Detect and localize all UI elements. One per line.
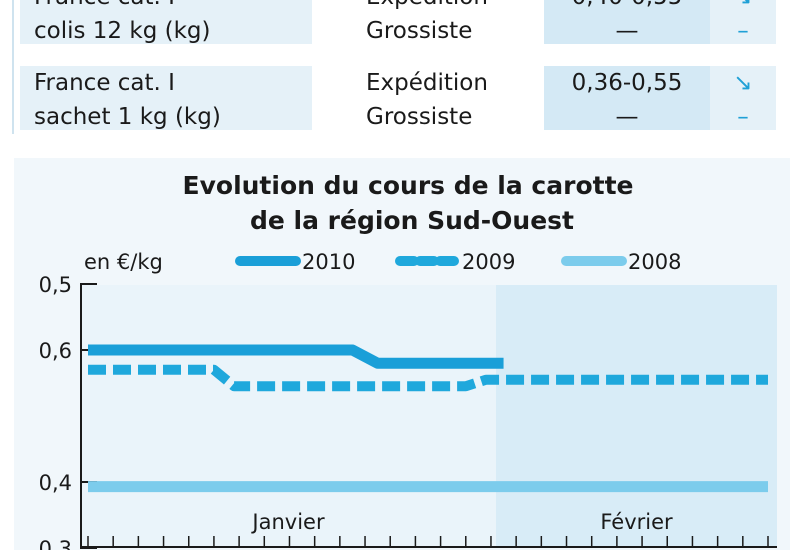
table-row: France cat. I colis 12 kg (kg) Expédition G… (20, 0, 776, 44)
trend-cell-line: – (737, 18, 749, 44)
trend-cell-line: ↘ (733, 70, 753, 96)
price-cell: 0,40-0,55 — (544, 0, 710, 44)
y-tick-label: 0,5 (39, 273, 72, 297)
trend-cell-line: – (737, 104, 749, 130)
market-cell-line: Expédition (366, 70, 488, 96)
legend-label-2010: 2010 (302, 250, 355, 274)
market-cell-line: Grossiste (366, 18, 473, 44)
legend-label-2008: 2008 (628, 250, 681, 274)
trend-cell: ↘– (710, 66, 776, 130)
y-tick-label: 0,6 (39, 339, 72, 363)
y-tick-label: 0,3 (39, 537, 72, 550)
product-cell-line: France cat. I (34, 70, 175, 96)
plot-background-february (496, 285, 777, 548)
price-cell: 0,36-0,55 — (544, 66, 710, 130)
product-cell-line: sachet 1 kg (kg) (34, 104, 221, 130)
table-row: France cat. I sachet 1 kg (kg) Expédition G… (20, 66, 776, 130)
series-line-2009 (88, 364, 768, 392)
market-cell-line: Grossiste (366, 104, 473, 130)
market-cell: Expédition Grossiste (320, 66, 540, 130)
x-section-label: Février (600, 510, 673, 534)
price-cell-line: — (615, 18, 639, 44)
market-cell-line: Expédition (366, 0, 540, 14)
plot-background-january (81, 285, 496, 548)
chart-title-line2: de la région Sud-Ouest (250, 206, 574, 235)
series-line-2010 (88, 344, 504, 369)
trend-cell-line: ↘ (710, 0, 776, 14)
chart-title-line1: Evolution du cours de la carotte (183, 171, 634, 200)
price-cell-line: 0,40-0,55 (544, 0, 710, 14)
market-cell: Expédition Grossiste (320, 0, 540, 44)
y-tick-label: 0,4 (39, 471, 72, 495)
product-cell-line: France cat. I (34, 0, 312, 14)
price-table (12, 0, 794, 134)
product-cell: France cat. I sachet 1 kg (kg) (20, 66, 312, 130)
price-cell-line: 0,36-0,55 (571, 70, 683, 96)
y-axis-unit-label: en €/kg (84, 250, 163, 274)
legend-label-2009: 2009 (462, 250, 515, 274)
product-cell-line: colis 12 kg (kg) (34, 18, 211, 44)
trend-cell: ↘– (710, 0, 776, 44)
product-cell: France cat. I colis 12 kg (kg) (20, 0, 312, 44)
x-section-label: Janvier (250, 510, 325, 534)
price-cell-line: — (615, 104, 639, 130)
